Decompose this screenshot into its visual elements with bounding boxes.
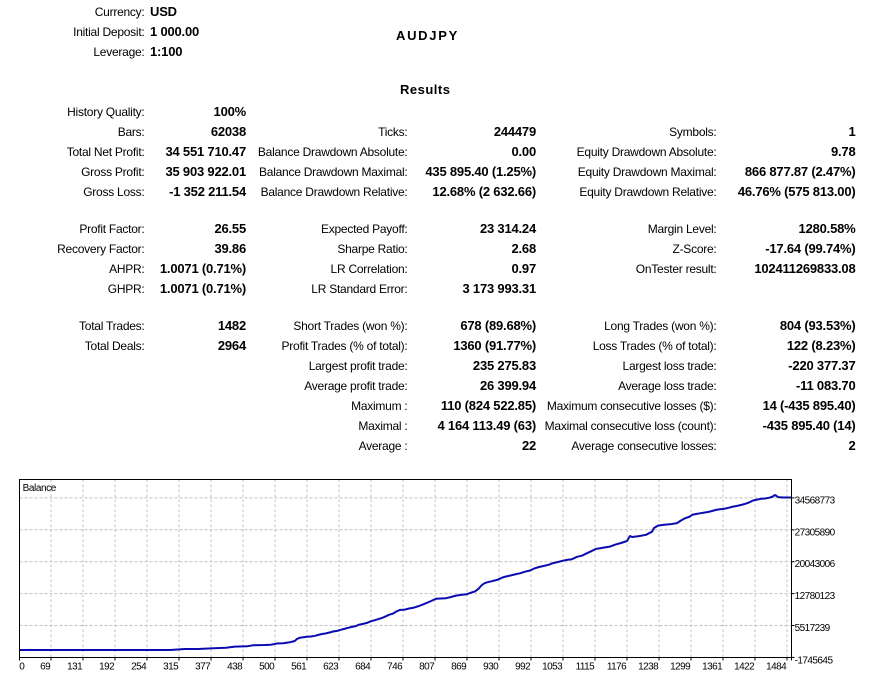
svg-text:807: 807 [419,662,435,673]
svg-text:992: 992 [515,662,531,673]
svg-text:1238: 1238 [638,662,659,673]
svg-text:1361: 1361 [702,662,723,673]
svg-text:684: 684 [355,662,371,673]
svg-text:377: 377 [195,662,211,673]
svg-text:0: 0 [19,662,25,673]
svg-text:746: 746 [387,662,403,673]
svg-text:131: 131 [67,662,83,673]
svg-text:1299: 1299 [670,662,691,673]
svg-text:1176: 1176 [607,662,627,673]
svg-text:254: 254 [131,662,147,673]
svg-text:500: 500 [259,662,275,673]
svg-text:438: 438 [227,662,243,673]
svg-text:623: 623 [323,662,339,673]
svg-text:-1745645: -1745645 [795,655,834,666]
svg-text:561: 561 [291,662,307,673]
svg-text:192: 192 [99,662,115,673]
svg-text:930: 930 [483,662,499,673]
svg-text:869: 869 [451,662,467,673]
svg-text:1053: 1053 [542,662,563,673]
svg-text:1422: 1422 [734,662,755,673]
svg-text:69: 69 [40,662,51,673]
svg-text:20043006: 20043006 [795,559,836,570]
svg-text:27305890: 27305890 [795,527,836,538]
svg-text:Balance: Balance [23,483,57,494]
svg-text:315: 315 [163,662,179,673]
svg-text:34568773: 34568773 [795,495,836,506]
svg-text:12780123: 12780123 [795,591,836,602]
svg-text:1484: 1484 [766,662,787,673]
svg-text:1115: 1115 [576,662,596,673]
svg-text:5517239: 5517239 [795,623,831,634]
